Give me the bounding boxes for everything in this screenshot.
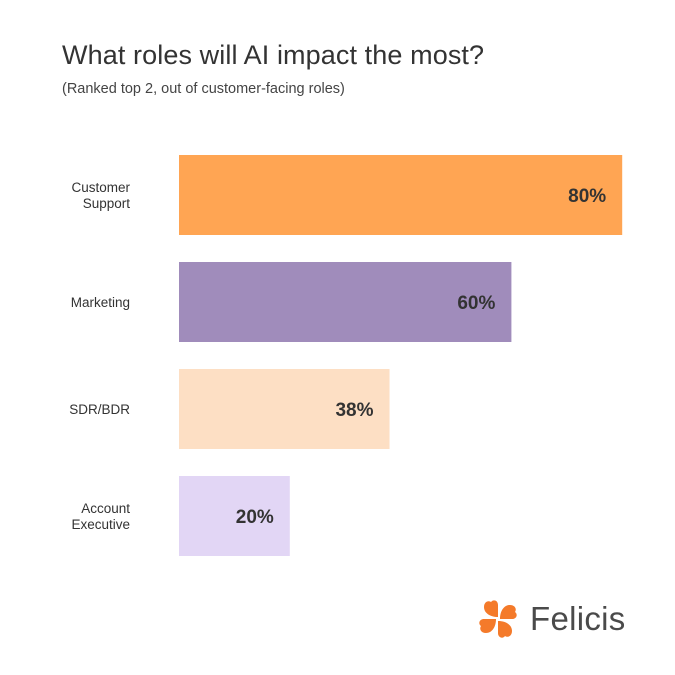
bar-2 [179, 369, 390, 449]
value-label-2: 38% [335, 400, 373, 421]
category-label-2: SDR/BDR [69, 402, 130, 417]
category-label-1-line-0: Marketing [71, 295, 130, 310]
brand-logo: Felicis [476, 596, 626, 642]
chart-title: What roles will AI impact the most? [62, 40, 485, 70]
category-label-1: Marketing [71, 295, 130, 310]
category-label-3-line-0: Account [81, 501, 130, 516]
bar-3 [179, 476, 290, 556]
category-label-0: Customer Support [71, 180, 130, 211]
category-label-3: Account Executive [71, 501, 130, 532]
chart-subtitle: (Ranked top 2, out of customer-facing ro… [62, 81, 345, 97]
value-label-0: 80% [568, 186, 606, 207]
category-label-0-line-0: Customer [71, 180, 130, 195]
brand-name: Felicis [530, 600, 626, 637]
category-label-3-line-1: Executive [71, 517, 130, 532]
category-label-0-line-1: Support [83, 196, 131, 211]
clover-logo-icon [479, 600, 517, 638]
bar-1 [179, 262, 512, 342]
value-label-3: 20% [236, 507, 274, 528]
value-label-1: 60% [457, 293, 495, 314]
category-label-2-line-0: SDR/BDR [69, 402, 130, 417]
bar-0 [179, 155, 623, 235]
